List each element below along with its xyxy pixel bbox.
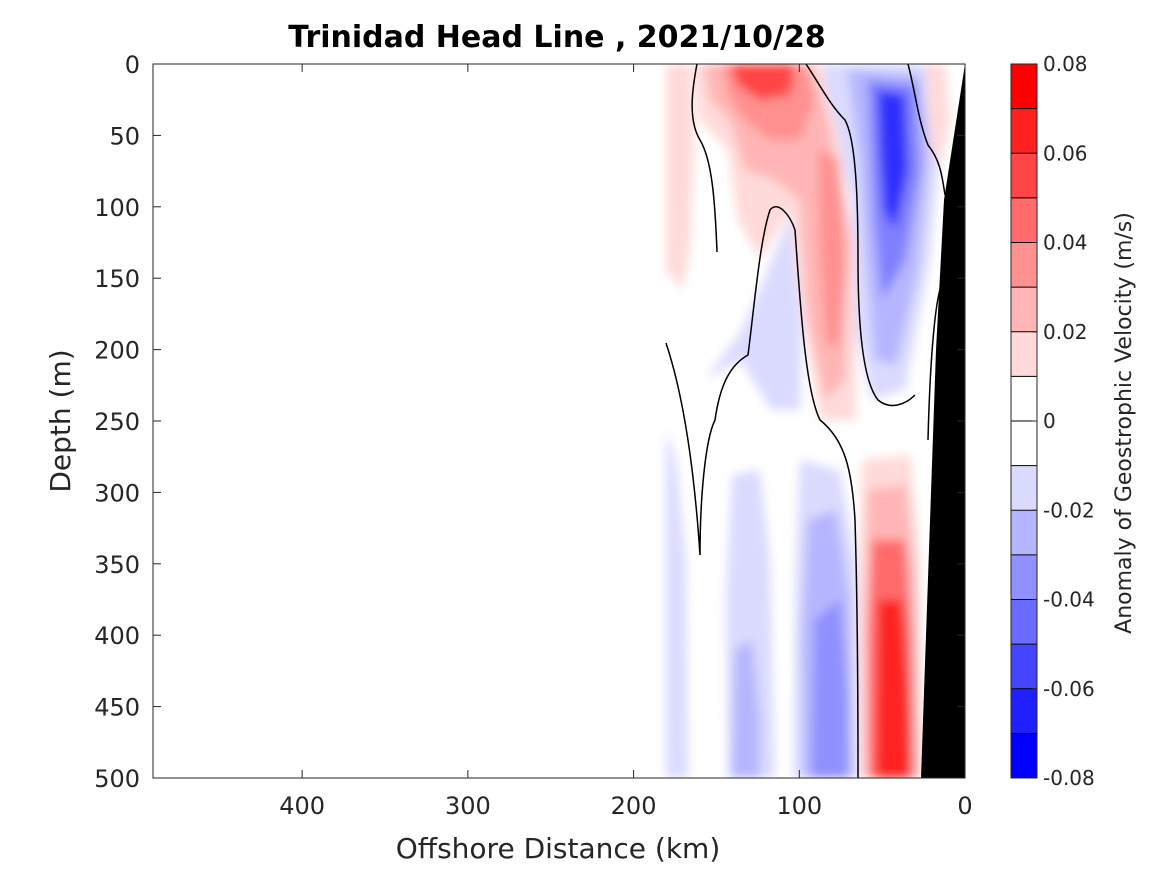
x-tick-label: 200	[611, 792, 657, 820]
y-tick-label: 50	[109, 122, 140, 150]
pos-shade-coast	[925, 64, 950, 170]
colorbar-segment	[1011, 153, 1037, 199]
y-tick-label: 350	[94, 551, 140, 579]
colorbar-segment	[1011, 733, 1037, 779]
pos-strong-shelf	[818, 150, 845, 350]
x-tick-label: 300	[445, 792, 491, 820]
colorbar: 0.08 0.06 0.04 0.02 0 -0.02 -0.04 -0.06 -0.08	[1010, 52, 1095, 790]
colorbar-segment	[1011, 64, 1037, 110]
pos-shade-west-upper	[666, 64, 695, 290]
colorbar-tick-label: -0.06	[1043, 677, 1095, 701]
y-tick-label: 450	[94, 694, 140, 722]
neg-strong-deep	[812, 600, 848, 778]
colorbar-segment	[1011, 108, 1037, 154]
contour-line-2	[691, 64, 718, 253]
pos-core-surface	[730, 64, 795, 100]
colorbar-segment	[1011, 287, 1037, 333]
bathymetry-seafloor	[921, 64, 965, 778]
colorbar-tick-label: 0.08	[1043, 52, 1088, 76]
x-tick-label: 100	[776, 792, 822, 820]
pos-mid-upper	[705, 64, 850, 400]
contour-line-4	[907, 64, 946, 196]
colorbar-segment	[1011, 688, 1037, 734]
x-tick-label: 0	[957, 792, 972, 820]
y-tick-label: 100	[94, 194, 140, 222]
colorbar-label: Anomaly of Geostrophic Velocity (m/s)	[1112, 212, 1137, 634]
y-axis-label: Depth (m)	[44, 349, 77, 492]
contour-field	[665, 64, 965, 778]
colorbar-tick-label: -0.08	[1043, 766, 1095, 790]
pos-core-deep	[876, 600, 910, 778]
zero-contours	[665, 64, 946, 778]
neg-mid-west	[732, 640, 760, 778]
contour-line-1	[665, 206, 859, 778]
colorbar-tick-label: 0.02	[1043, 320, 1088, 344]
colorbar-segment	[1011, 554, 1037, 600]
y-tick-label: 400	[94, 622, 140, 650]
colorbar-segment	[1011, 376, 1037, 422]
chart-title: Trinidad Head Line , 2021/10/28	[288, 20, 825, 55]
colorbar-tick-label: -0.04	[1043, 588, 1095, 612]
colorbar-tick-label: 0.06	[1043, 141, 1088, 165]
colorbar-segment	[1011, 510, 1037, 556]
colorbar-tick-label: 0	[1043, 409, 1056, 433]
colorbar-tick-label: 0.04	[1043, 231, 1088, 255]
y-tick-label: 300	[94, 479, 140, 507]
contour-line-3	[805, 64, 916, 407]
neg-shade-west-deep	[666, 430, 688, 778]
y-tick-label: 0	[125, 51, 140, 79]
colorbar-segment	[1011, 331, 1037, 377]
y-axis: 0 50 100 150 200 250 300 350 400 450 500	[94, 51, 965, 793]
x-axis-label: Offshore Distance (km)	[396, 832, 721, 865]
y-tick-label: 250	[94, 408, 140, 436]
colorbar-segment	[1011, 644, 1037, 690]
neg-core-upper	[878, 90, 908, 230]
colorbar-segment	[1011, 197, 1037, 243]
colorbar-segment	[1011, 599, 1037, 645]
colorbar-segment	[1011, 242, 1037, 288]
colorbar-segment	[1011, 421, 1037, 467]
y-tick-label: 150	[94, 265, 140, 293]
colorbar-tick-label: -0.02	[1043, 498, 1095, 522]
x-tick-label: 400	[279, 792, 325, 820]
y-tick-label: 500	[94, 765, 140, 793]
y-tick-label: 200	[94, 337, 140, 365]
x-axis: 400 300 200 100 0	[279, 64, 973, 820]
colorbar-segment	[1011, 465, 1037, 511]
